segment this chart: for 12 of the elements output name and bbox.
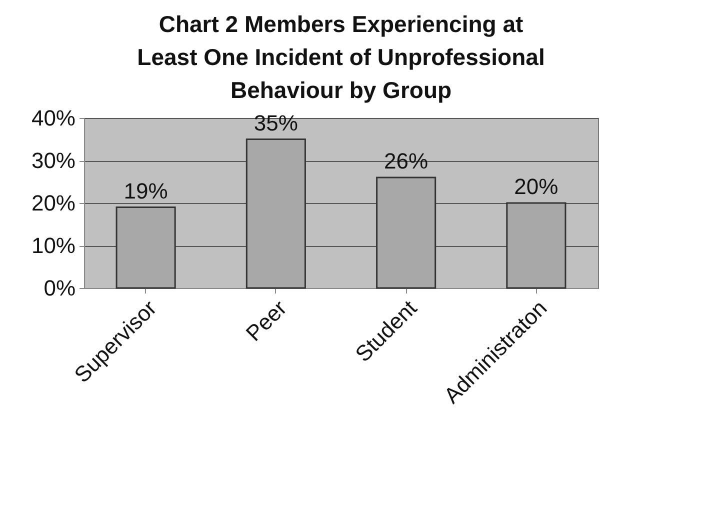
bar [246, 138, 306, 289]
y-tick-label: 40% [31, 106, 76, 130]
bar [116, 206, 176, 289]
y-tick-label: 30% [31, 148, 76, 173]
bar [376, 176, 436, 289]
data-label: 20% [514, 174, 558, 199]
y-tick-label: 20% [31, 190, 76, 216]
chart-title: Chart 2 Members Experiencing at Least One Incident of Unprofessional Behaviour by Group [137, 11, 545, 103]
y-tick-label: 10% [31, 233, 76, 258]
bar [506, 202, 566, 289]
data-label: 19% [124, 178, 168, 204]
y-tick-label: 0% [44, 276, 76, 300]
